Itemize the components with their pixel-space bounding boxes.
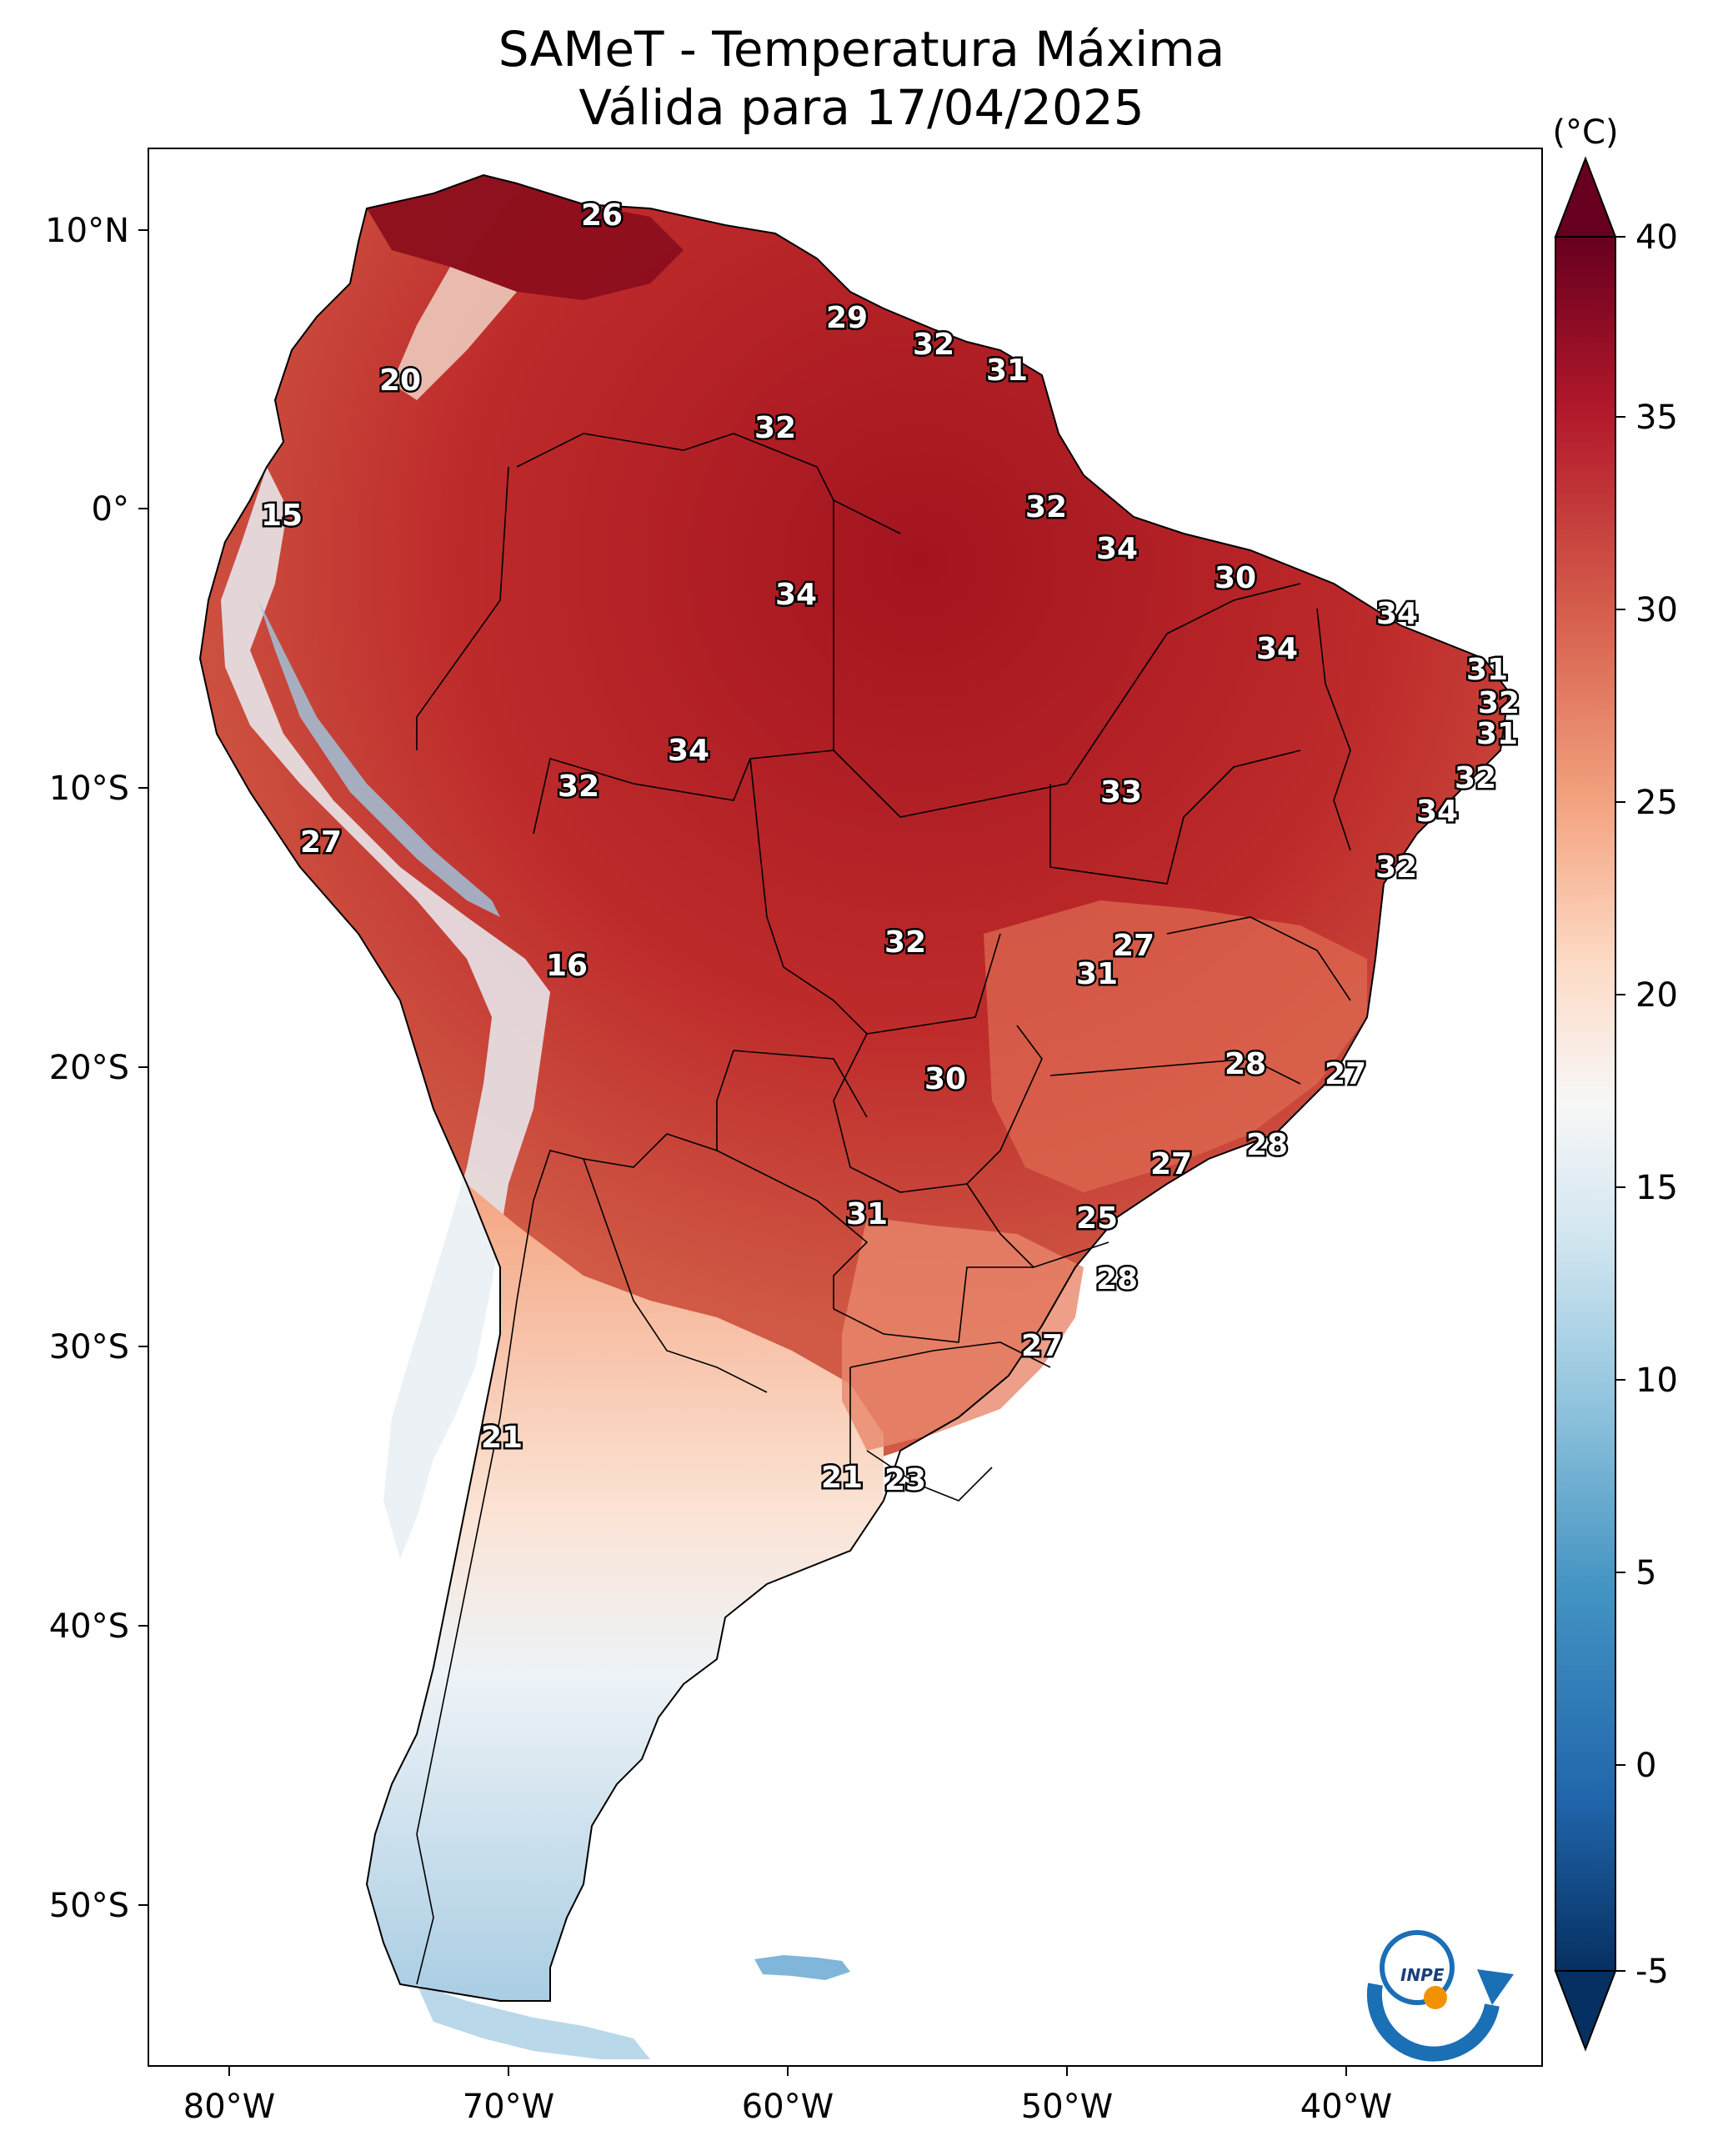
colorbar-tick: 25 bbox=[1635, 784, 1678, 822]
coastline bbox=[198, 173, 1510, 2002]
colorbar-tick: 5 bbox=[1635, 1554, 1656, 1592]
lon-tick-label: 60°W bbox=[742, 2088, 834, 2126]
station-value: 25 bbox=[1076, 1201, 1118, 1236]
colorbar-tick: -5 bbox=[1635, 1953, 1669, 1991]
lat-tick-label: 50°S bbox=[49, 1887, 129, 1925]
inpe-logo: INPE bbox=[1366, 1930, 1514, 2062]
station-value: 29 bbox=[826, 301, 868, 335]
station-value: 34 bbox=[1376, 597, 1418, 631]
colorbar-unit: (°C) bbox=[1552, 113, 1618, 152]
station-value: 27 bbox=[1021, 1329, 1063, 1363]
station-value: 20 bbox=[379, 364, 421, 398]
station-value: 23 bbox=[884, 1463, 926, 1497]
lon-tick-label: 70°W bbox=[463, 2088, 554, 2126]
station-labels: 26 29 32 31 20 32 15 32 34 34 30 34 34 3… bbox=[258, 197, 1521, 1500]
south-america-landmass bbox=[200, 175, 1509, 2059]
station-value: 32 bbox=[884, 925, 926, 960]
station-value: 30 bbox=[924, 1062, 966, 1096]
station-value: 32 bbox=[1375, 850, 1417, 885]
station-value: 26 bbox=[581, 198, 623, 233]
station-value: 32 bbox=[1025, 490, 1067, 524]
lat-tick-label: 0° bbox=[92, 490, 129, 529]
station-value: 33 bbox=[1100, 775, 1142, 810]
station-value: 32 bbox=[754, 411, 796, 445]
colorbar-tick: 10 bbox=[1635, 1361, 1678, 1400]
station-value: 31 bbox=[1476, 717, 1518, 751]
longitude-axis: 80°W 70°W 60°W 50°W 40°W bbox=[183, 2066, 1392, 2126]
latitude-axis: 10°N 0° 10°S 20°S 30°S 40°S 50°S bbox=[45, 212, 148, 1925]
colorbar-tick: 35 bbox=[1635, 399, 1678, 437]
station-value: 15 bbox=[261, 499, 303, 533]
station-value: 27 bbox=[1150, 1147, 1192, 1181]
lon-tick-label: 50°W bbox=[1021, 2088, 1113, 2126]
station-value: 21 bbox=[821, 1461, 863, 1495]
station-value: 32 bbox=[558, 770, 599, 804]
lat-tick-label: 30°S bbox=[49, 1328, 129, 1366]
station-value: 32 bbox=[1478, 686, 1520, 720]
colorbar-tick: 40 bbox=[1635, 218, 1678, 257]
station-value: 28 bbox=[1225, 1047, 1266, 1081]
station-value: 31 bbox=[846, 1197, 888, 1231]
station-value: 34 bbox=[1416, 795, 1458, 829]
lat-tick-label: 20°S bbox=[49, 1049, 129, 1087]
station-value: 34 bbox=[668, 734, 709, 768]
map-title: SAMeT - Temperatura Máxima bbox=[498, 21, 1225, 78]
colorbar-tick: 0 bbox=[1635, 1747, 1656, 1785]
colorbar-tick: 15 bbox=[1635, 1169, 1678, 1207]
political-borders bbox=[416, 433, 1351, 1985]
station-value: 34 bbox=[1096, 532, 1138, 566]
lat-tick-label: 10°N bbox=[45, 212, 129, 250]
station-value: 31 bbox=[986, 353, 1028, 388]
station-value: 16 bbox=[546, 949, 588, 983]
logo-text: INPE bbox=[1400, 1965, 1445, 1985]
map-subtitle: Válida para 17/04/2025 bbox=[579, 79, 1144, 136]
colorbar: (°C) 40 35 30 25 20 15 10 5 0 -5 bbox=[1552, 113, 1678, 2052]
lat-tick-label: 40°S bbox=[49, 1607, 129, 1646]
station-value: 27 bbox=[1113, 929, 1155, 963]
station-value: 34 bbox=[775, 578, 817, 612]
station-value: 32 bbox=[913, 328, 954, 362]
station-value: 28 bbox=[1246, 1128, 1288, 1162]
station-value: 31 bbox=[1076, 957, 1118, 991]
lon-tick-label: 40°W bbox=[1300, 2088, 1392, 2126]
station-value: 31 bbox=[1466, 653, 1508, 687]
lon-tick-label: 80°W bbox=[183, 2088, 275, 2126]
colorbar-tick: 30 bbox=[1635, 591, 1678, 629]
station-value: 32 bbox=[1455, 761, 1496, 795]
lat-tick-label: 10°S bbox=[49, 770, 129, 808]
station-value: 27 bbox=[300, 825, 342, 860]
station-value: 21 bbox=[481, 1421, 523, 1455]
station-value: 30 bbox=[1215, 561, 1256, 595]
station-value: 27 bbox=[1325, 1057, 1366, 1091]
station-value: 28 bbox=[1096, 1262, 1138, 1296]
colorbar-tick: 20 bbox=[1635, 976, 1678, 1015]
station-value: 34 bbox=[1256, 632, 1298, 666]
